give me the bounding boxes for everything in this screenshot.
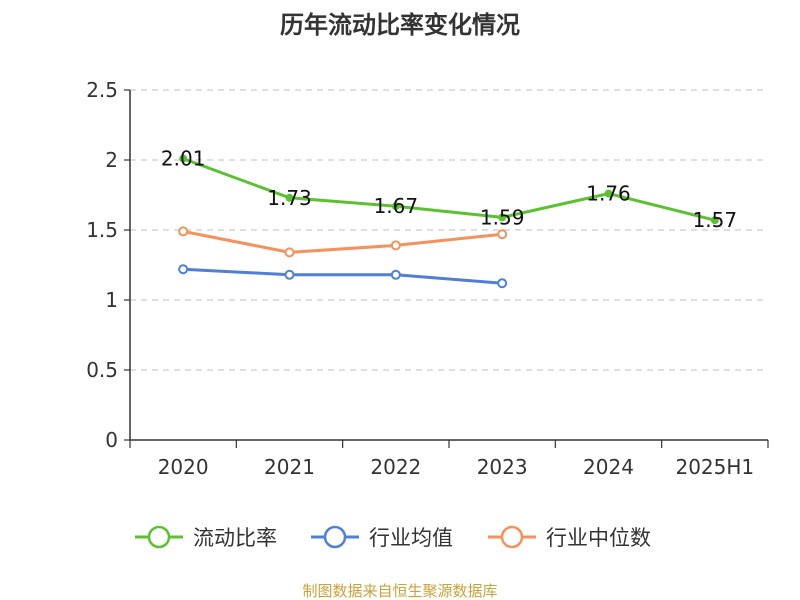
x-tick-label: 2022	[370, 455, 421, 479]
series-line	[182, 157, 716, 222]
legend-item[interactable]: 行业中位数	[488, 525, 651, 550]
data-label: 1.59	[480, 205, 525, 229]
data-label: 1.57	[693, 208, 738, 232]
data-label: 1.67	[374, 194, 419, 218]
data-label: 2.01	[161, 147, 206, 171]
y-tick-label: 0	[105, 428, 118, 452]
series-point[interactable]	[285, 193, 294, 202]
legend-label: 行业均值	[369, 526, 453, 550]
data-label: 1.73	[267, 186, 312, 210]
x-tick-label: 2025H1	[675, 455, 754, 479]
x-tick-label: 2024	[583, 455, 634, 479]
chart-title: 历年流动比率变化情况	[280, 11, 520, 39]
series-point[interactable]	[391, 202, 400, 211]
series-line	[183, 267, 503, 285]
series-point[interactable]	[710, 216, 719, 225]
grid-lines	[130, 89, 768, 371]
y-tick-label: 0.5	[86, 358, 118, 382]
series-point[interactable]	[178, 226, 189, 237]
axes: 0 0.5 1 1.5 2 2.5 2020 2021 2022 2023 2024 2025H1	[86, 78, 769, 479]
data-labels: 2.01 1.73 1.67 1.59 1.76 1.57	[161, 147, 737, 233]
legend-item[interactable]: 流动比率	[135, 525, 277, 550]
y-tick-label: 1.5	[86, 218, 118, 242]
x-tick-label: 2020	[158, 455, 209, 479]
x-tick-label: 2021	[264, 455, 315, 479]
x-tick-label: 2023	[477, 455, 528, 479]
series-point[interactable]	[497, 229, 508, 240]
y-tick-label: 2	[105, 148, 118, 172]
legend-item[interactable]: 行业均值	[311, 525, 453, 550]
series-layer	[178, 154, 719, 289]
series-point[interactable]	[604, 189, 613, 198]
series-line	[182, 229, 503, 254]
series-point[interactable]	[178, 264, 189, 275]
series-point[interactable]	[497, 278, 508, 289]
series-point[interactable]	[284, 269, 295, 280]
data-label: 1.76	[586, 182, 631, 206]
legend[interactable]: 流动比率 行业均值 行业中位数	[135, 525, 651, 550]
legend-swatch-marker	[147, 525, 171, 549]
series-point[interactable]	[498, 213, 507, 222]
legend-label: 流动比率	[193, 526, 277, 550]
series-point[interactable]	[390, 240, 401, 251]
legend-swatch-marker	[500, 525, 524, 549]
y-tick-label: 2.5	[86, 78, 118, 102]
y-tick-label: 1	[105, 288, 118, 312]
legend-swatch-marker	[323, 525, 347, 549]
legend-label: 行业中位数	[546, 526, 651, 550]
series-point[interactable]	[390, 269, 401, 280]
source-note: 制图数据来自恒生聚源数据库	[302, 582, 497, 600]
series-point[interactable]	[179, 154, 188, 163]
series-point[interactable]	[284, 247, 295, 258]
